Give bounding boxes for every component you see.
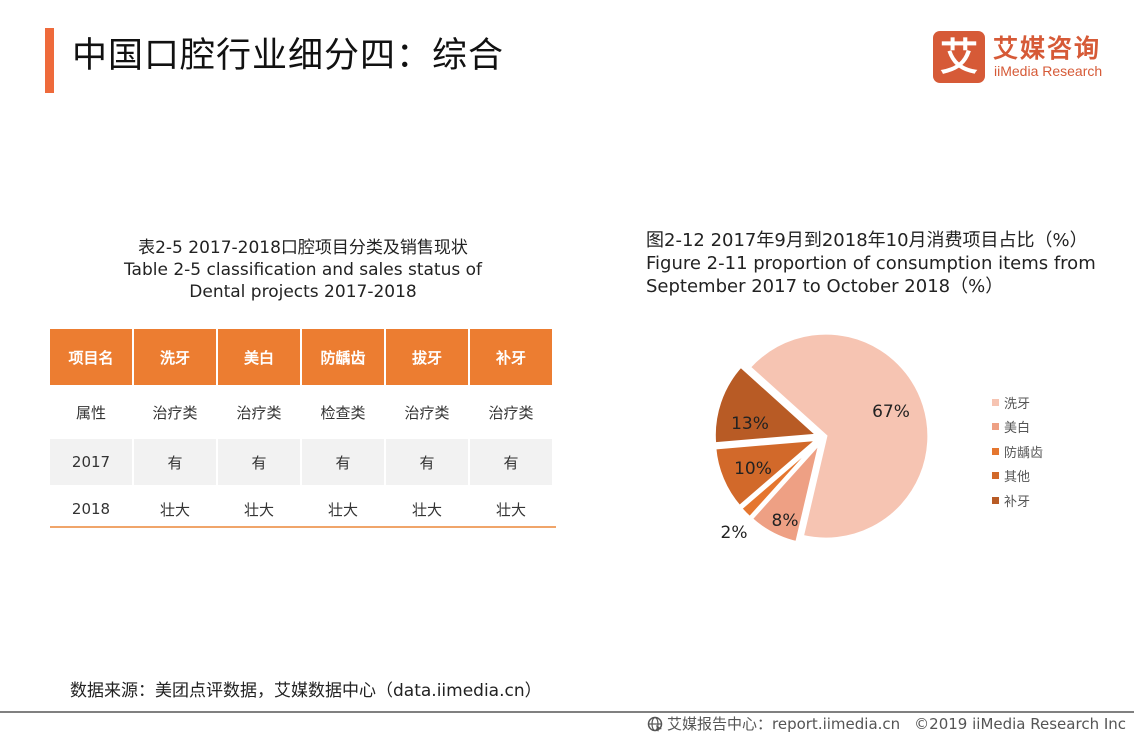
- footer-divider: [0, 711, 1134, 713]
- table-cell: 2018: [71, 500, 111, 518]
- table-bottom-rule: [50, 526, 556, 528]
- column-header-whitening: 美白: [218, 329, 300, 385]
- legend-label: 其他: [1004, 470, 1031, 486]
- pie-chart: 67% 8% 2% 10% 13%: [700, 320, 960, 560]
- table-cell: 有: [134, 439, 216, 485]
- column-header-filling: 补牙: [470, 329, 552, 385]
- table-cell: 壮大: [327, 500, 358, 519]
- legend-label: 防龋齿: [1004, 445, 1044, 461]
- legend-item: 防龋齿: [992, 439, 1043, 464]
- column-header-caries-prevention: 防龋齿: [302, 329, 384, 385]
- logo-name-cn: 艾媒咨询: [993, 34, 1102, 63]
- pie-slice-label: 10%: [734, 459, 772, 479]
- legend-label: 洗牙: [1004, 396, 1031, 412]
- table-cell: 有: [470, 439, 552, 485]
- column-header-extraction: 拔牙: [386, 329, 468, 385]
- table-cell: 有: [218, 439, 300, 485]
- table-caption: 表2-5 2017-2018口腔项目分类及销售现状 Table 2-5 clas…: [50, 237, 556, 303]
- logo-name-en: iiMedia Research: [994, 63, 1103, 79]
- table-row: 2017 有 有 有 有 有: [50, 439, 552, 485]
- chart-legend: 洗牙 美白 防龋齿 其他 补牙: [992, 390, 1043, 513]
- pie-slice-美白: [749, 441, 822, 545]
- legend-label: 美白: [1004, 421, 1031, 437]
- table-cell: 检查类: [320, 403, 366, 422]
- pie-slice-label: 67%: [872, 402, 910, 422]
- table-row: 2018 壮大 壮大 壮大 壮大 壮大: [50, 485, 552, 533]
- table-cell: 有: [386, 439, 468, 485]
- title-accent-bar: [45, 28, 54, 93]
- table-cell: 壮大: [495, 500, 526, 519]
- pie-slice-洗牙: [747, 331, 931, 541]
- legend-item: 其他: [992, 464, 1043, 489]
- data-source-note: 数据来源：美团点评数据，艾媒数据中心（data.iimedia.cn）: [70, 681, 542, 701]
- pie-slice-label: 8%: [771, 511, 799, 531]
- column-header-project-name: 项目名: [50, 329, 132, 385]
- column-header-cleaning: 洗牙: [134, 329, 216, 385]
- table-cell: 2017: [50, 439, 132, 485]
- legend-item: 补牙: [992, 488, 1043, 513]
- pie-slice-补牙: [712, 364, 821, 446]
- table-cell: 属性: [75, 403, 106, 422]
- page-title: 中国口腔行业细分四：综合: [72, 36, 505, 76]
- legend-label: 补牙: [1004, 494, 1031, 510]
- chart-caption: 图2-12 2017年9月到2018年10月消费项目占比（%） Figure 2…: [646, 229, 1106, 298]
- chart-caption-cn: 图2-12 2017年9月到2018年10月消费项目占比（%）: [646, 230, 1088, 251]
- table-row: 属性 治疗类 治疗类 检查类 治疗类 治疗类: [50, 385, 552, 439]
- table-cell: 壮大: [159, 500, 190, 519]
- table-caption-cn: 表2-5 2017-2018口腔项目分类及销售现状: [138, 238, 468, 258]
- pie-chart-svg: [712, 331, 931, 545]
- legend-swatch-icon: [992, 398, 999, 406]
- table-cell: 治疗类: [488, 403, 534, 422]
- dental-projects-table: 项目名 洗牙 美白 防龋齿 拔牙 补牙 属性 治疗类 治疗类 检查类 治疗类 治…: [48, 329, 554, 533]
- table-cell: 壮大: [243, 500, 274, 519]
- table-caption-en-2: Dental projects 2017-2018: [189, 282, 417, 302]
- footer-copyright: ©2019 iiMedia Research Inc: [914, 714, 1127, 733]
- pie-slice-label: 2%: [720, 523, 748, 543]
- logo-mark-icon: 艾: [933, 31, 985, 83]
- globe-icon: [647, 716, 663, 732]
- legend-item: 洗牙: [992, 390, 1043, 415]
- legend-swatch-icon: [992, 423, 999, 431]
- pie-slice-label: 13%: [731, 414, 769, 434]
- chart-caption-en-2: September 2017 to October 2018（%）: [646, 276, 1004, 297]
- legend-swatch-icon: [992, 472, 999, 480]
- table-cell: 有: [302, 439, 384, 485]
- table-cell: 治疗类: [236, 403, 282, 422]
- pie-slice-其他: [713, 437, 822, 509]
- table-header-row: 项目名 洗牙 美白 防龋齿 拔牙 补牙: [50, 329, 552, 385]
- table-cell: 壮大: [411, 500, 442, 519]
- table-caption-en-1: Table 2-5 classification and sales statu…: [123, 260, 483, 280]
- pie-slice-防龋齿: [738, 440, 820, 520]
- legend-item: 美白: [992, 415, 1043, 440]
- legend-swatch-icon: [992, 496, 999, 504]
- iimedia-logo: 艾 艾媒咨询 iiMedia Research: [933, 31, 1113, 87]
- footer-report-center-link[interactable]: 艾媒报告中心：report.iimedia.cn: [667, 715, 901, 733]
- legend-swatch-icon: [992, 447, 999, 455]
- chart-caption-en-1: Figure 2-11 proportion of consumption it…: [646, 253, 1096, 274]
- footer: 艾媒报告中心：report.iimedia.cn ©2019 iiMedia R…: [647, 713, 1126, 734]
- table-cell: 治疗类: [404, 403, 450, 422]
- table-cell: 治疗类: [152, 403, 198, 422]
